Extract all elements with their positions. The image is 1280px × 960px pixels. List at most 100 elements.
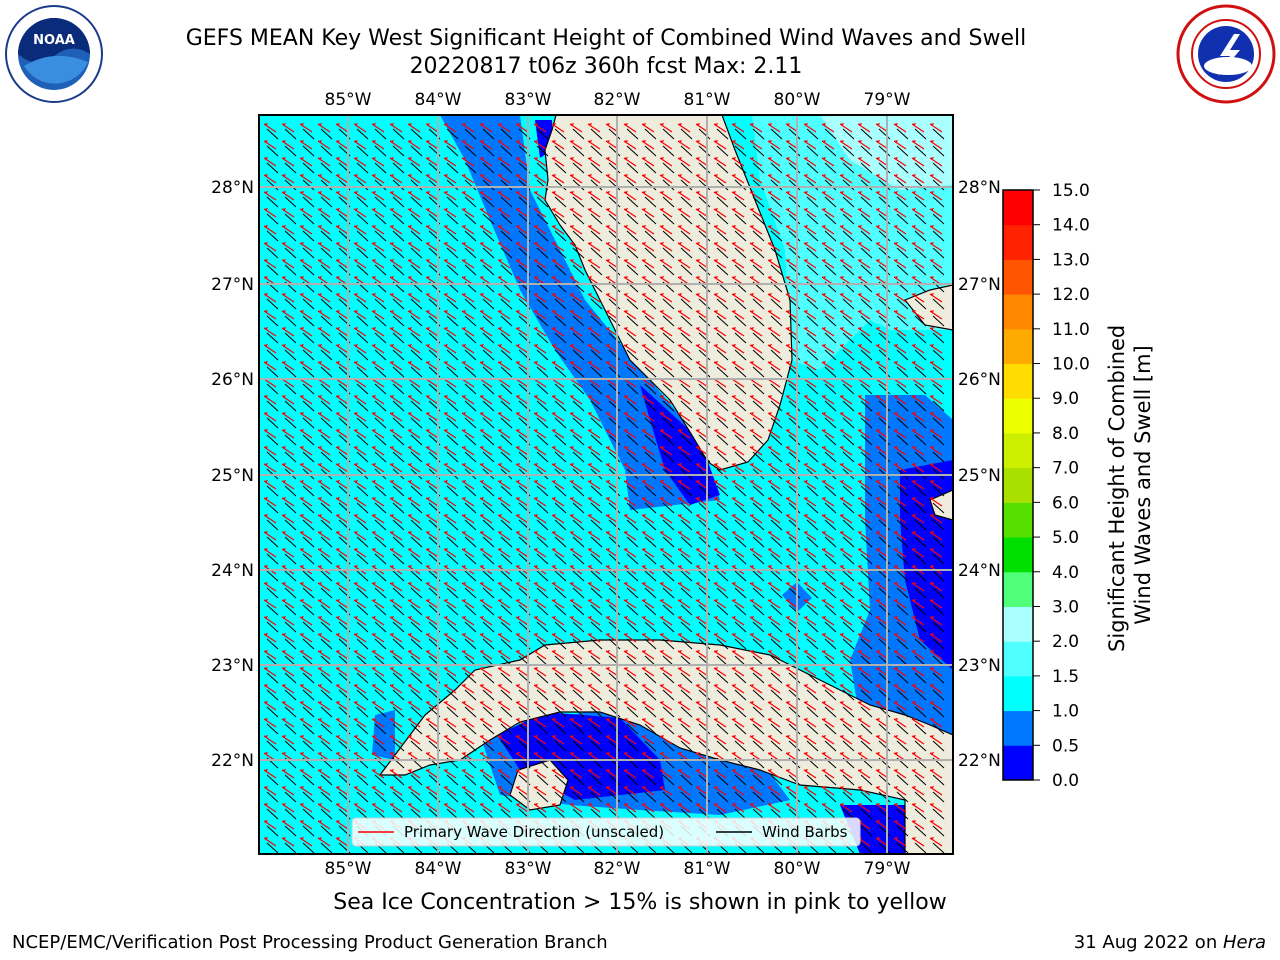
wind-barb xyxy=(284,536,297,548)
wave-arrow xyxy=(569,242,583,252)
wave-arrow xyxy=(731,293,745,303)
wind-barb xyxy=(788,298,801,310)
wind-barb xyxy=(410,213,423,225)
wave-arrow xyxy=(479,361,493,371)
wave-arrow xyxy=(353,344,367,354)
wave-arrow xyxy=(281,463,295,473)
wave-arrow xyxy=(515,344,529,354)
wave-arrow xyxy=(677,497,691,507)
wind-barb xyxy=(896,213,909,225)
wave-arrow xyxy=(407,514,421,524)
wave-arrow xyxy=(731,735,745,745)
wind-barb xyxy=(752,145,765,157)
wave-arrow xyxy=(641,531,655,541)
wind-barb xyxy=(914,451,927,463)
wind-barb xyxy=(500,774,513,786)
wind-barb xyxy=(716,638,729,650)
map-frame xyxy=(258,114,954,855)
wave-arrow xyxy=(479,429,493,439)
wind-barb xyxy=(266,349,279,361)
wave-arrow xyxy=(839,616,853,626)
wind-barb xyxy=(392,808,405,820)
wind-barb xyxy=(788,723,801,735)
wind-barb xyxy=(680,689,693,701)
wind-barb xyxy=(662,485,675,497)
wave-arrow xyxy=(857,174,871,184)
wave-arrow xyxy=(515,667,529,677)
wave-arrow xyxy=(677,701,691,711)
wind-barb xyxy=(752,434,765,446)
wind-barb xyxy=(482,196,495,208)
wave-arrow xyxy=(497,259,511,269)
wind-barb xyxy=(734,587,747,599)
wind-barb xyxy=(266,536,279,548)
wave-arrow xyxy=(335,616,349,626)
wind-barb xyxy=(392,434,405,446)
wave-arrow xyxy=(281,684,295,694)
chart-subtitle: 20220817 t06z 360h fcst Max: 2.11 xyxy=(409,54,803,79)
wind-barb xyxy=(554,553,567,565)
wind-barb xyxy=(626,434,639,446)
wind-barb xyxy=(266,213,279,225)
wave-arrow xyxy=(371,735,385,745)
wind-barb xyxy=(590,366,603,378)
wave-arrow xyxy=(677,225,691,235)
colorbar-swatch xyxy=(1003,259,1033,295)
wave-arrow xyxy=(497,803,511,813)
wind-barb xyxy=(662,706,675,718)
wave-arrow xyxy=(569,599,583,609)
wind-barb xyxy=(356,179,369,191)
wind-barb xyxy=(626,689,639,701)
wave-arrow xyxy=(299,718,313,728)
wind-barb xyxy=(878,434,891,446)
wind-barb xyxy=(284,604,297,616)
wind-barb xyxy=(860,162,873,174)
wave-arrow xyxy=(911,327,925,337)
wave-arrow xyxy=(317,293,331,303)
wind-barb xyxy=(824,553,837,565)
wave-arrow xyxy=(893,412,907,422)
wave-arrow xyxy=(623,667,637,677)
wave-arrow xyxy=(929,718,943,728)
wave-arrow xyxy=(389,429,403,439)
wind-barb xyxy=(284,825,297,837)
wave-arrow xyxy=(335,242,349,252)
wave-arrow xyxy=(713,140,727,150)
wind-barb xyxy=(752,587,765,599)
wind-barb xyxy=(446,774,459,786)
wave-arrow xyxy=(317,667,331,677)
wave-arrow xyxy=(569,548,583,558)
wave-arrow xyxy=(857,446,871,456)
wind-barb xyxy=(320,128,333,140)
wind-barb xyxy=(572,162,585,174)
wave-arrow xyxy=(425,395,439,405)
wind-barb xyxy=(788,400,801,412)
wave-arrow xyxy=(551,735,565,745)
wind-barb xyxy=(932,672,945,684)
wave-arrow xyxy=(893,769,907,779)
wind-barb xyxy=(374,451,387,463)
wave-arrow xyxy=(713,395,727,405)
wind-barb xyxy=(446,179,459,191)
wind-barb xyxy=(554,196,567,208)
wave-arrow xyxy=(533,667,547,677)
wave-arrow xyxy=(533,701,547,711)
wind-barb xyxy=(464,196,477,208)
wave-arrow xyxy=(425,225,439,235)
wave-arrow xyxy=(551,650,565,660)
wave-arrow xyxy=(767,446,781,456)
wind-barb xyxy=(374,485,387,497)
wind-barb xyxy=(266,587,279,599)
wave-arrow xyxy=(497,786,511,796)
wave-arrow xyxy=(353,582,367,592)
wave-arrow xyxy=(587,514,601,524)
wind-barb xyxy=(788,519,801,531)
wave-arrow xyxy=(929,225,943,235)
wind-barb xyxy=(878,740,891,752)
wind-barb xyxy=(302,383,315,395)
wind-barb xyxy=(446,128,459,140)
wave-arrow xyxy=(371,225,385,235)
wind-barb xyxy=(770,434,783,446)
wind-barb xyxy=(842,451,855,463)
wind-barb xyxy=(464,247,477,259)
